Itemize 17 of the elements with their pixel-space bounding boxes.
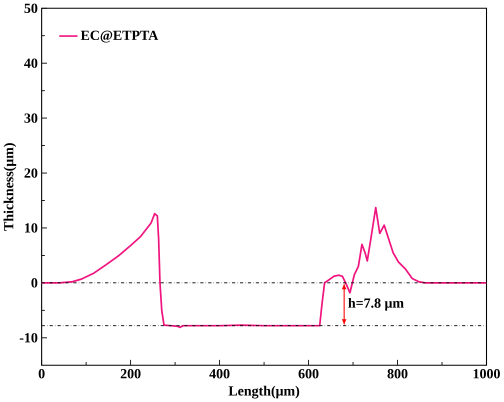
x-tick-label: 0 — [38, 368, 45, 378]
y-tick-label: 50 — [24, 4, 38, 13]
y-tick-label: 40 — [24, 58, 38, 68]
y-axis-title: Thickness(μm) — [4, 143, 16, 231]
x-tick-label: 800 — [388, 368, 408, 378]
x-tick-label: 200 — [120, 368, 141, 378]
x-tick-label: 400 — [209, 368, 230, 378]
annotation: h=7.8 μm — [348, 298, 404, 311]
y-tick-label: 10 — [25, 223, 38, 233]
y-tick-label: 0 — [31, 278, 38, 288]
y-tick-label: 30 — [24, 113, 38, 123]
x-tick-label: 1000 — [474, 368, 500, 378]
x-tick-label: 600 — [298, 368, 318, 378]
x-axis-title: Length(μm) — [228, 386, 300, 398]
y-tick-label: -10 — [20, 333, 38, 342]
y-tick-label: 20 — [24, 168, 38, 178]
legend-label: EC@ETPTA — [80, 30, 158, 42]
